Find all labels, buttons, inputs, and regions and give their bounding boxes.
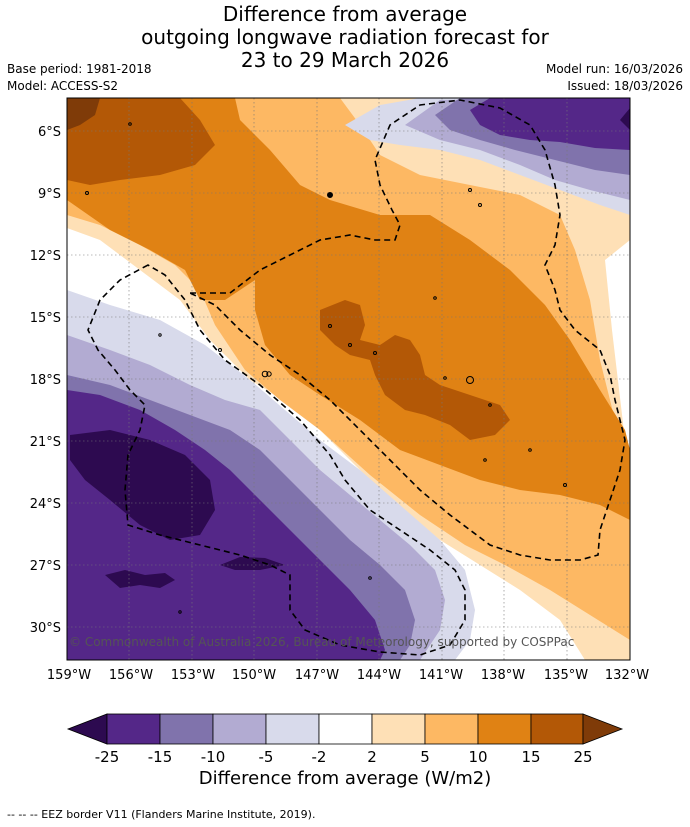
- colorbar-tick: -25: [95, 748, 120, 766]
- lat-label: 27°S: [30, 559, 61, 574]
- colorbar-tick: -10: [201, 748, 226, 766]
- field-neg-ne-15-25: [470, 98, 630, 150]
- colorbar-swatch: [371, 713, 426, 745]
- lon-label: 153°W: [171, 668, 215, 683]
- lon-label: 156°W: [109, 668, 153, 683]
- field-pos-15-25-centre: [320, 300, 510, 440]
- eez-borders: [87, 99, 626, 656]
- lon-axis: 159°W 156°W 153°W 150°W 147°W 144°W 141°…: [47, 668, 649, 683]
- title-line-3: 23 to 29 March 2026: [240, 48, 450, 72]
- field-pos-above-25: [67, 98, 100, 130]
- colorbar-tick: 2: [367, 748, 377, 766]
- lat-label: 12°S: [30, 249, 61, 264]
- base-period: Base period: 1981-2018: [7, 62, 152, 76]
- lat-label: 15°S: [30, 311, 61, 326]
- colorbar-swatch: [424, 713, 479, 745]
- lon-label: 135°W: [544, 668, 588, 683]
- colorbar-tick: -2: [312, 748, 327, 766]
- colorbar-swatch: [530, 713, 584, 745]
- colorbar-tick: 10: [468, 748, 487, 766]
- colorbar-tick: 15: [521, 748, 540, 766]
- colorbar-swatch: [318, 713, 373, 745]
- colorbar-title: Difference from average (W/m2): [198, 768, 492, 789]
- islands: [85, 122, 567, 614]
- field-neg-below-25-a: [70, 430, 215, 540]
- field-pos-tip-right: [620, 108, 630, 130]
- lon-label: 132°W: [605, 668, 649, 683]
- lat-label: 9°S: [38, 187, 61, 202]
- field-neg-below-25-b: [105, 570, 175, 588]
- colorbar-swatch: [477, 713, 532, 745]
- colorbar-tick: 5: [420, 748, 430, 766]
- colorbar-tick: -15: [148, 748, 173, 766]
- colorbar-swatch-above-max: [582, 713, 624, 745]
- lat-label: 6°S: [38, 125, 61, 140]
- map-frame: [66, 97, 631, 661]
- title-line-2: outgoing longwave radiation forecast for: [141, 25, 549, 49]
- lon-label: 141°W: [419, 668, 463, 683]
- lat-axis: 6°S 9°S 12°S 15°S 18°S 21°S 24°S 27°S 30…: [30, 125, 61, 636]
- lat-label: 18°S: [30, 373, 61, 388]
- lon-label: 138°W: [481, 668, 525, 683]
- colorbar: [66, 713, 624, 745]
- eez-legend-note: -- -- -- EEZ border V11 (Flanders Marine…: [7, 808, 316, 821]
- lon-label: 150°W: [232, 668, 276, 683]
- copyright-text: © Commonwealth of Australia 2026, Bureau…: [69, 635, 574, 649]
- colorbar-swatch: [159, 713, 214, 745]
- model-run: Model run: 16/03/2026: [545, 62, 683, 76]
- lon-label: 147°W: [295, 668, 339, 683]
- lon-label: 159°W: [47, 668, 91, 683]
- model-name: Model: ACCESS-S2: [7, 79, 119, 93]
- colorbar-swatch-below-min: [66, 713, 108, 745]
- colorbar-swatch: [265, 713, 320, 745]
- lat-label: 21°S: [30, 435, 61, 450]
- lon-label: 144°W: [357, 668, 401, 683]
- colorbar-tick: 25: [573, 748, 592, 766]
- colorbar-ticks: -25 -15 -10 -5 -2 2 5 10 15 25: [95, 748, 593, 766]
- colorbar-swatch: [212, 713, 267, 745]
- lat-label: 30°S: [30, 621, 61, 636]
- gridlines: [67, 98, 630, 660]
- colorbar-tick: -5: [259, 748, 274, 766]
- lat-label: 24°S: [30, 497, 61, 512]
- field-neg-below-25-c: [220, 557, 285, 570]
- field-pos-15-25-north: [67, 98, 215, 185]
- title-line-1: Difference from average: [222, 2, 468, 26]
- colorbar-swatch: [106, 713, 161, 745]
- issued-date: Issued: 18/03/2026: [567, 79, 683, 93]
